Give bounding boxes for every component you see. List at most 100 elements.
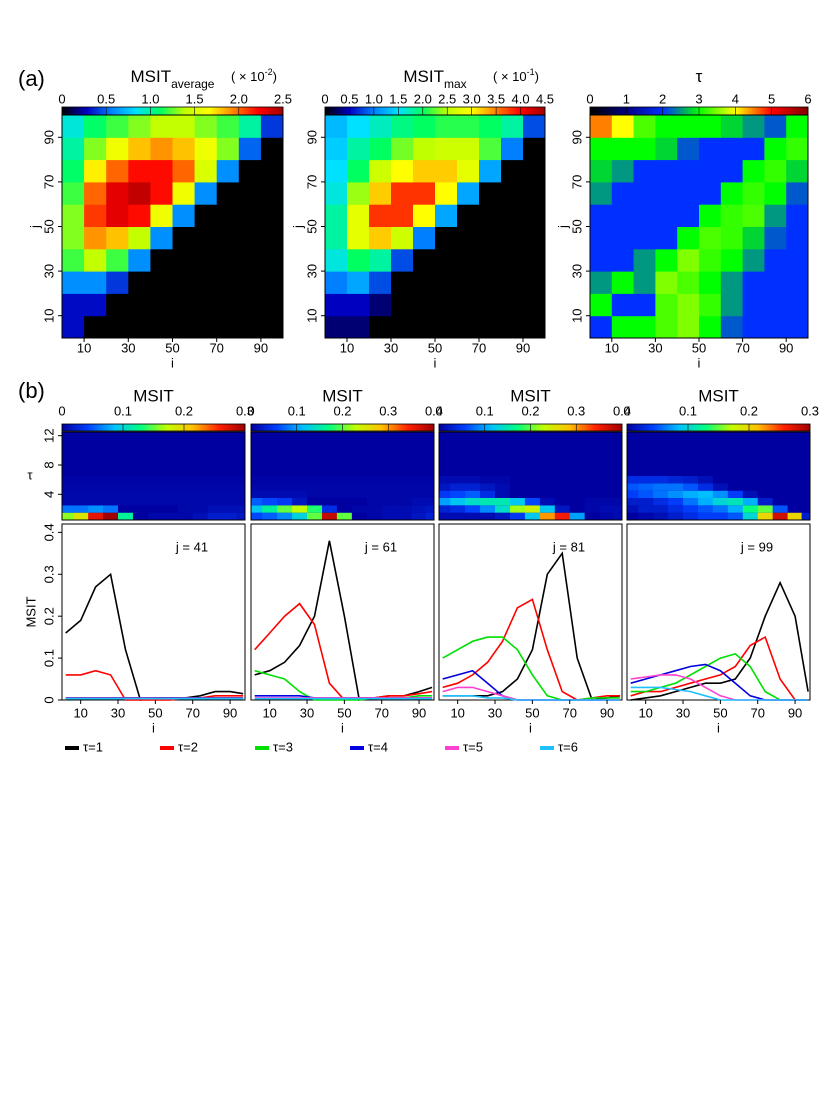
- strip-cell: [118, 490, 134, 498]
- heatmap-cell: [501, 248, 524, 272]
- strip-cell: [262, 476, 278, 484]
- strip-cell: [147, 476, 164, 484]
- strip-cell: [381, 483, 398, 491]
- heatmap-cell: [457, 159, 480, 183]
- heatmap-cell: [677, 181, 700, 205]
- strip-cell: [450, 505, 466, 513]
- heatmap-cell: [611, 271, 635, 294]
- colorbar-tick-label: 2: [659, 91, 666, 106]
- strip-cell: [509, 498, 526, 506]
- heatmap-cell: [106, 271, 129, 294]
- scale-multiplier: ( × 10-1): [493, 67, 539, 84]
- heatmap-cell: [62, 137, 85, 161]
- strip-cell: [480, 512, 496, 520]
- colorbar-tick-label: 0: [435, 403, 442, 418]
- heatmap-cell: [699, 115, 722, 138]
- heatmap-cell: [150, 271, 173, 294]
- x-tick-label: 50: [692, 340, 706, 355]
- heatmap-cell: [677, 137, 700, 161]
- colorbar-tick-label: 0: [58, 91, 65, 106]
- y-axis-label: MSIT: [23, 596, 38, 627]
- heatmap-cell: [435, 271, 458, 294]
- strip-cell: [727, 490, 744, 498]
- legend-label: τ=4: [368, 739, 388, 754]
- heatmap-cell: [150, 226, 173, 250]
- strip-cell: [668, 512, 684, 520]
- multiplier-exponent: -1: [527, 67, 535, 77]
- strip-cell: [653, 483, 669, 491]
- heatmap-cell: [786, 271, 809, 294]
- colorbar-tick-label: 0.2: [333, 403, 351, 418]
- heatmap-cell: [699, 248, 722, 272]
- strip-cell: [509, 505, 526, 513]
- strip-cell: [539, 476, 556, 484]
- x-tick-label: 50: [428, 340, 442, 355]
- heatmap-cell: [742, 226, 765, 250]
- title-text: MSIT: [131, 67, 172, 86]
- heatmap-cell: [699, 137, 722, 161]
- heatmap-cell: [742, 204, 765, 227]
- heatmap-cell: [260, 137, 284, 161]
- y-tick-label: 0.3: [41, 565, 56, 583]
- heatmap-cell: [150, 248, 173, 272]
- strip-cell: [599, 476, 615, 484]
- heatmap-cell: [677, 115, 700, 138]
- heatmap-cell: [106, 159, 129, 183]
- strip-cell: [132, 483, 149, 491]
- heatmap-cell: [172, 204, 196, 227]
- heatmap-cell: [128, 204, 151, 227]
- strip-cell: [222, 476, 238, 484]
- strip-cell: [132, 498, 149, 506]
- strip-cell: [147, 483, 164, 491]
- strip-cell: [638, 476, 654, 484]
- colorbar-tick-label: 0.3: [236, 403, 254, 418]
- heatmap-cell: [413, 137, 436, 161]
- heatmap-cell: [84, 204, 107, 227]
- strip-cell: [222, 498, 238, 506]
- strip-cell: [683, 512, 699, 520]
- heatmap-cell: [699, 226, 722, 250]
- heatmap-cell: [764, 248, 787, 272]
- heatmap-cell: [325, 315, 348, 339]
- heatmap-cell: [106, 181, 129, 205]
- heatmap-cell: [590, 248, 613, 272]
- y-axis-label: j: [27, 225, 42, 229]
- heatmap-cell: [194, 115, 218, 138]
- strip-cell: [207, 512, 224, 520]
- heatmap-cell: [62, 293, 85, 317]
- heatmap-cell: [457, 181, 480, 205]
- heatmap-cell: [128, 293, 151, 317]
- strip-cell: [801, 483, 811, 491]
- heatmap-cell: [216, 204, 240, 227]
- strip-cell: [727, 498, 744, 506]
- heatmap-cell: [590, 181, 613, 205]
- x-tick-label: 70: [374, 705, 388, 720]
- strip-cell: [366, 505, 383, 513]
- strip-cell: [569, 476, 586, 484]
- heatmap-cell: [479, 248, 502, 272]
- heatmap-cell: [106, 315, 129, 339]
- strip-cell: [653, 512, 669, 520]
- strip-cell: [222, 512, 238, 520]
- strip-cell: [351, 490, 368, 498]
- strip-cell: [321, 512, 338, 520]
- strip-cell: [757, 498, 774, 506]
- heatmap-cell: [347, 204, 370, 227]
- strip-cell: [772, 490, 789, 498]
- x-tick-label: 30: [648, 340, 662, 355]
- strip-cell: [668, 490, 684, 498]
- heatmap-cell: [325, 115, 348, 138]
- strip-cell: [411, 498, 427, 506]
- strip-cell: [509, 512, 526, 520]
- chart-title: τ: [696, 67, 703, 86]
- strip-cell: [801, 512, 811, 520]
- x-tick-label: 90: [788, 705, 802, 720]
- strip-cell: [425, 490, 435, 498]
- strip-cell: [772, 505, 789, 513]
- strip-cell: [73, 490, 89, 498]
- heatmap-cell: [172, 248, 196, 272]
- strip-cell: [524, 490, 541, 498]
- x-tick-label: 70: [562, 705, 576, 720]
- strip-cell: [712, 483, 729, 491]
- heatmap-cell: [764, 137, 787, 161]
